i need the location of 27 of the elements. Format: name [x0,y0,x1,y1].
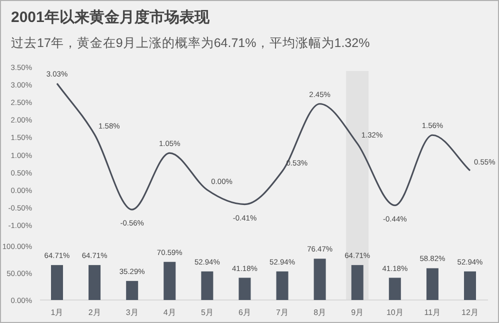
x-tick-label: 4月 [163,308,176,317]
bar [388,278,401,300]
bar [238,278,251,300]
chart-title: 2001年以来黄金月度市场表现 [11,8,210,26]
bar [351,265,364,300]
bar [276,271,288,300]
x-tick-label: 12月 [462,308,478,317]
x-tick-label: 10月 [386,308,404,317]
x-tick-label: 2月 [88,308,101,317]
bar [164,262,176,300]
bar [126,280,138,300]
bar [201,271,214,300]
x-tick-label: 9月 [351,308,364,317]
x-tick-label: 6月 [238,308,251,317]
bar [426,268,438,300]
bar [51,265,63,300]
x-tick-label: 1月 [50,308,64,317]
chart-subtitle: 过去17年，黄金在9月上涨的概率为64.71%，平均涨幅为1.32% [11,35,370,50]
bar [88,265,101,300]
x-tick-label: 11月 [424,308,441,317]
line-series [56,82,471,210]
x-tick-label: 7月 [276,308,288,317]
x-tick-label: 5月 [200,308,214,317]
bar [464,271,476,300]
bar [314,258,326,300]
x-tick-label: 8月 [314,308,326,317]
x-tick-label: 3月 [126,308,138,317]
